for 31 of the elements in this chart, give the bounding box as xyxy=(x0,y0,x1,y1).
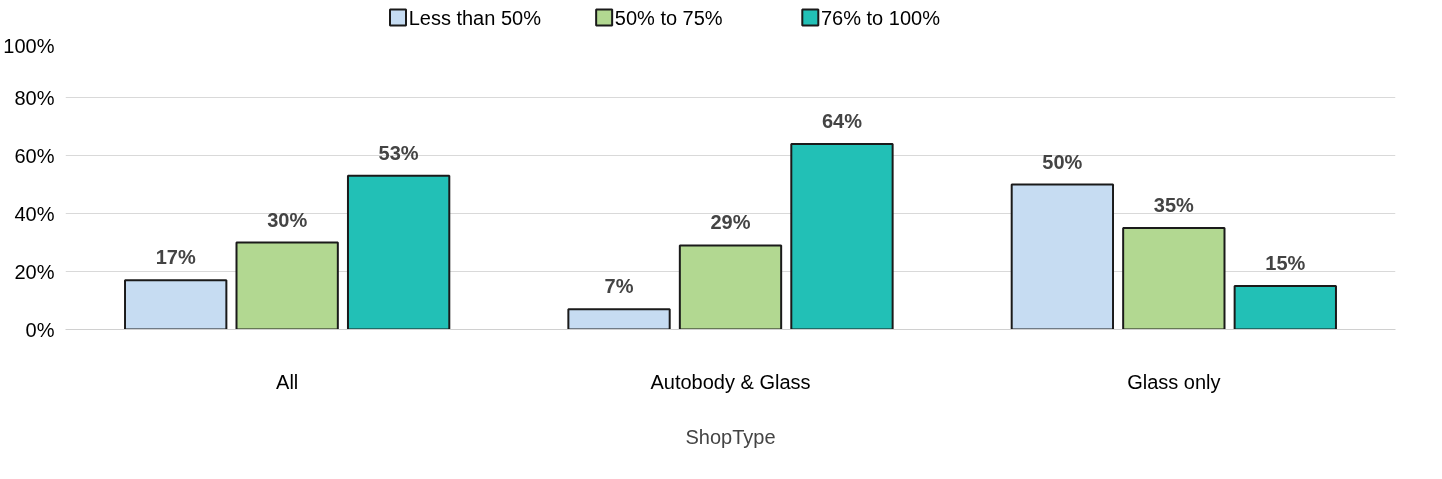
legend-label: 50% to 75% xyxy=(614,6,723,29)
bar xyxy=(1010,183,1115,330)
x-tick-label: Autobody & Glass xyxy=(650,370,811,393)
data-label: 7% xyxy=(604,275,634,298)
legend-label: 76% to 100% xyxy=(820,6,941,29)
bar xyxy=(567,308,671,330)
y-tick-label: 100% xyxy=(3,34,55,57)
y-tick-label: 20% xyxy=(14,260,55,283)
data-label: 15% xyxy=(1265,252,1306,274)
data-label: 35% xyxy=(1153,194,1195,216)
bar xyxy=(124,279,228,330)
data-label: 50% xyxy=(1042,150,1083,173)
data-label: 29% xyxy=(710,211,751,234)
data-label: 64% xyxy=(821,109,863,132)
bar xyxy=(678,244,783,330)
x-tick-label: All xyxy=(276,370,299,393)
x-tick-label: Glass only xyxy=(1127,370,1221,393)
y-tick-label: 0% xyxy=(25,318,55,341)
bar xyxy=(790,142,894,330)
bar xyxy=(1122,227,1226,330)
bar xyxy=(235,241,339,330)
legend-label: Less than 50% xyxy=(408,6,542,29)
data-label: 17% xyxy=(155,246,196,269)
bar xyxy=(1233,285,1337,330)
x-axis-title: ShopType xyxy=(685,425,776,448)
y-tick-label: 40% xyxy=(14,202,55,225)
data-label: 30% xyxy=(267,208,308,231)
bar xyxy=(346,174,451,330)
y-tick-label: 80% xyxy=(14,86,55,109)
data-label: 53% xyxy=(378,141,419,164)
y-tick-label: 60% xyxy=(14,144,55,167)
